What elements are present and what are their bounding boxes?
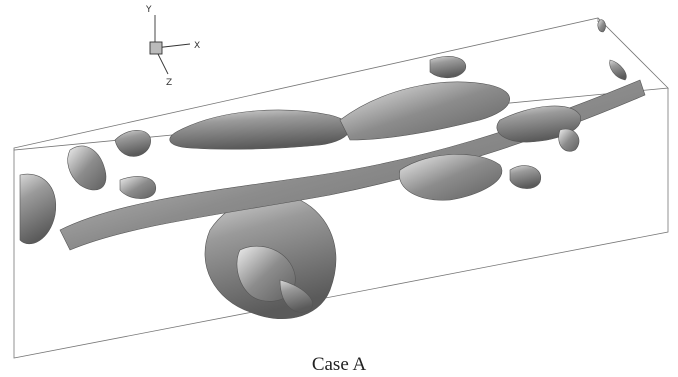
caption: Case A <box>312 354 367 375</box>
axis-label-z: Z <box>166 78 172 88</box>
page: Y X Z Case A (() => { const data = JSON.… <box>0 0 678 377</box>
axis-label-x: X <box>194 41 200 51</box>
axis-triad <box>150 15 190 74</box>
vortex-isosurface <box>20 20 645 319</box>
axis-label-y: Y <box>145 5 152 15</box>
figure: Y X Z Case A <box>0 0 678 377</box>
